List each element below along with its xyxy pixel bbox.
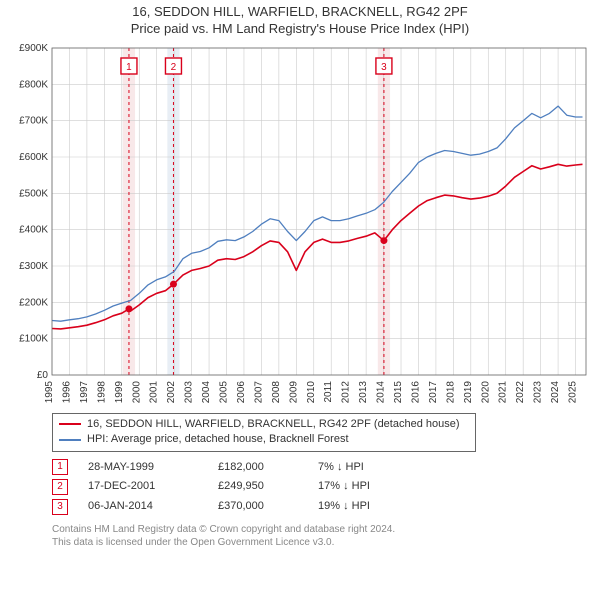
svg-text:2013: 2013: [358, 380, 369, 403]
legend-box: 16, SEDDON HILL, WARFIELD, BRACKNELL, RG…: [52, 413, 476, 452]
chart-area: £0 £100K £200K £300K £400K £500K £600K £700K £80…: [8, 42, 592, 407]
figure-container: 16, SEDDON HILL, WARFIELD, BRACKNELL, RG…: [0, 0, 600, 555]
svg-text:2000: 2000: [131, 380, 142, 403]
sale-price: £249,950: [218, 477, 318, 497]
footer-note: Contains HM Land Registry data © Crown c…: [52, 523, 592, 549]
legend-row: 16, SEDDON HILL, WARFIELD, BRACKNELL, RG…: [59, 417, 469, 432]
svg-text:£0: £0: [37, 370, 49, 381]
svg-text:£800K: £800K: [19, 79, 48, 90]
svg-text:2008: 2008: [271, 380, 282, 403]
chart-title-line1: 16, SEDDON HILL, WARFIELD, BRACKNELL, RG…: [8, 4, 592, 21]
svg-text:2024: 2024: [550, 380, 561, 403]
svg-text:£300K: £300K: [19, 261, 48, 272]
svg-text:2019: 2019: [463, 380, 474, 403]
footer-line: This data is licensed under the Open Gov…: [52, 536, 592, 549]
sale-pct: 7% ↓ HPI: [318, 458, 428, 478]
svg-text:1999: 1999: [114, 380, 125, 403]
table-row: 1 28-MAY-1999 £182,000 7% ↓ HPI: [52, 458, 592, 478]
svg-text:£400K: £400K: [19, 224, 48, 235]
chart-title-line2: Price paid vs. HM Land Registry's House …: [8, 21, 592, 38]
svg-text:2002: 2002: [166, 380, 177, 403]
svg-text:1998: 1998: [96, 380, 107, 403]
table-row: 2 17-DEC-2001 £249,950 17% ↓ HPI: [52, 477, 592, 497]
svg-text:2021: 2021: [498, 380, 509, 403]
svg-text:2004: 2004: [201, 380, 212, 403]
sale-marker-box: 3: [52, 499, 68, 515]
svg-text:2025: 2025: [568, 380, 579, 403]
chart-svg: £0 £100K £200K £300K £400K £500K £600K £700K £80…: [8, 42, 592, 407]
svg-text:2020: 2020: [480, 380, 491, 403]
sale-price: £182,000: [218, 458, 318, 478]
svg-text:1995: 1995: [44, 380, 55, 403]
svg-text:2005: 2005: [219, 380, 230, 403]
svg-text:2009: 2009: [288, 380, 299, 403]
svg-text:£200K: £200K: [19, 297, 48, 308]
legend-row: HPI: Average price, detached house, Brac…: [59, 432, 469, 447]
svg-text:2003: 2003: [184, 380, 195, 403]
svg-text:2006: 2006: [236, 380, 247, 403]
svg-text:£700K: £700K: [19, 115, 48, 126]
svg-text:2010: 2010: [306, 380, 317, 403]
sale-price: £370,000: [218, 497, 318, 517]
legend-label: HPI: Average price, detached house, Brac…: [87, 432, 349, 447]
svg-text:2007: 2007: [253, 380, 264, 403]
sale-date: 28-MAY-1999: [88, 458, 218, 478]
sale-marker-box: 1: [52, 459, 68, 475]
svg-text:1: 1: [126, 62, 132, 73]
legend-swatch-property: [59, 423, 81, 425]
svg-text:2: 2: [171, 62, 177, 73]
sale-pct: 17% ↓ HPI: [318, 477, 428, 497]
svg-text:2001: 2001: [149, 380, 160, 403]
svg-text:2018: 2018: [445, 380, 456, 403]
svg-text:£100K: £100K: [19, 333, 48, 344]
svg-text:2014: 2014: [376, 380, 387, 403]
sale-date: 17-DEC-2001: [88, 477, 218, 497]
legend-swatch-hpi: [59, 439, 81, 441]
sale-marker-box: 2: [52, 479, 68, 495]
svg-text:3: 3: [381, 62, 387, 73]
svg-text:1996: 1996: [61, 380, 72, 403]
svg-text:2016: 2016: [410, 380, 421, 403]
svg-text:2012: 2012: [341, 380, 352, 403]
svg-text:2017: 2017: [428, 380, 439, 403]
svg-text:2011: 2011: [323, 380, 334, 402]
svg-text:£600K: £600K: [19, 152, 48, 163]
footer-line: Contains HM Land Registry data © Crown c…: [52, 523, 592, 536]
sale-pct: 19% ↓ HPI: [318, 497, 428, 517]
svg-text:2015: 2015: [393, 380, 404, 403]
sale-date: 06-JAN-2014: [88, 497, 218, 517]
table-row: 3 06-JAN-2014 £370,000 19% ↓ HPI: [52, 497, 592, 517]
legend-label: 16, SEDDON HILL, WARFIELD, BRACKNELL, RG…: [87, 417, 460, 432]
svg-text:1997: 1997: [79, 380, 90, 403]
svg-text:2023: 2023: [533, 380, 544, 403]
svg-text:£900K: £900K: [19, 43, 48, 54]
svg-text:2022: 2022: [515, 380, 526, 403]
svg-text:£500K: £500K: [19, 188, 48, 199]
sales-table: 1 28-MAY-1999 £182,000 7% ↓ HPI 2 17-DEC…: [52, 458, 592, 517]
